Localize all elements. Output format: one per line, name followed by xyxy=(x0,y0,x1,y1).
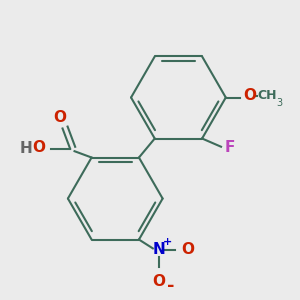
Text: O: O xyxy=(244,88,256,103)
Text: H: H xyxy=(20,141,32,156)
Text: F: F xyxy=(224,140,235,155)
Text: O: O xyxy=(181,242,194,257)
Text: -: - xyxy=(167,278,175,296)
Text: CH: CH xyxy=(257,89,277,102)
Text: 3: 3 xyxy=(276,98,282,108)
Text: O: O xyxy=(32,140,45,155)
Text: +: + xyxy=(164,237,172,247)
Text: O: O xyxy=(53,110,67,125)
Text: N: N xyxy=(152,242,165,257)
Text: O: O xyxy=(152,274,165,289)
